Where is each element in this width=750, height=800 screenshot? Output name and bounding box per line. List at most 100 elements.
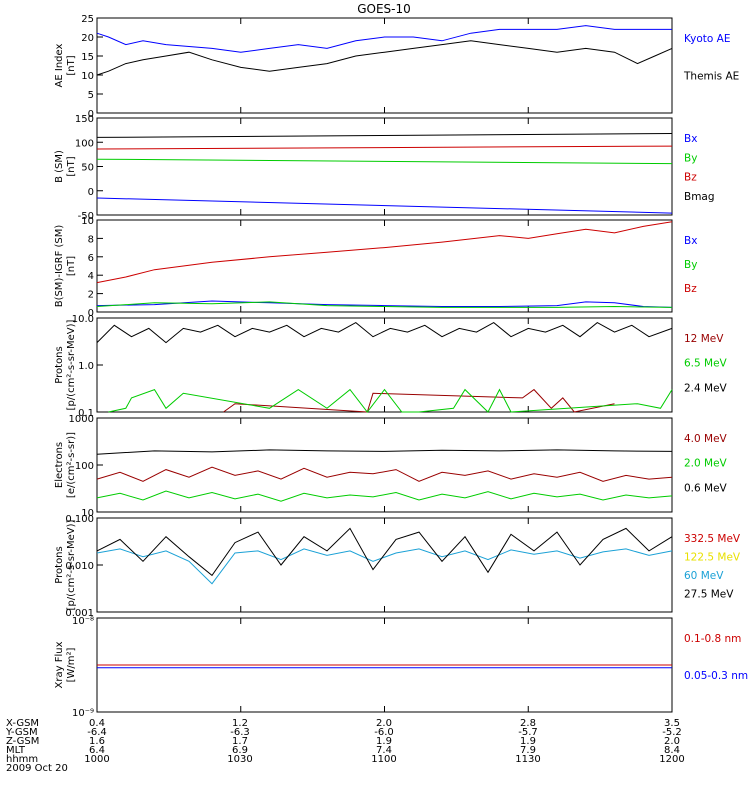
legend-label: Bx	[684, 235, 697, 247]
y-tick-label: 0	[88, 109, 94, 120]
y-axis-label: B (SM)	[54, 150, 65, 183]
legend-label: Bmag	[684, 191, 715, 203]
legend-label: Bx	[684, 133, 697, 145]
y-axis-unit: [p/(cm²-s-sr-MeV)]	[66, 319, 77, 410]
y-tick-label: 0.1	[78, 408, 94, 419]
legend-label: 60 MeV	[684, 570, 724, 582]
figure-title: GOES-10	[357, 2, 411, 16]
panel-protons2: 0.001 0.010 0.100 Protons [p/(cm²-s-sr-MeV)]…	[54, 514, 741, 619]
y-tick-label: 10⁻⁹	[72, 708, 94, 719]
series-line-bmag	[96, 133, 673, 138]
legend-label: 2.4 MeV	[684, 382, 728, 394]
y-tick-label: 10	[81, 508, 94, 519]
ephemeris-value: 1030	[227, 754, 252, 765]
y-tick-label: 20	[81, 33, 94, 44]
y-axis-label: Protons	[54, 346, 65, 383]
y-axis-unit: [nT]	[66, 256, 77, 276]
series-line-2-0-mev	[96, 490, 673, 502]
y-tick-label: 25	[81, 14, 94, 25]
y-axis-unit: [W/m²]	[66, 647, 77, 682]
series-line-4-0-mev	[96, 466, 673, 482]
ephemeris-value: 1100	[371, 754, 396, 765]
y-tick-label: 10	[81, 71, 94, 82]
legend-label: By	[684, 152, 697, 164]
y-tick-label: 100	[75, 461, 94, 472]
ephemeris-value: 1130	[515, 754, 540, 765]
ephemeris-value: 1.2	[232, 718, 248, 729]
ephemeris-row-label: 2009 Oct 20	[6, 763, 68, 774]
y-tick-label: 0	[88, 187, 94, 198]
panel-b: -50 0 50 100 150 B (SM) [nT] Bx By Bz Bmag	[54, 114, 715, 222]
legend-label: 0.1-0.8 nm	[684, 633, 741, 645]
series-line-60-mev	[96, 548, 673, 585]
y-tick-label: 8	[88, 234, 94, 245]
ephemeris-value: 2.0	[376, 718, 392, 729]
ephemeris-row-label: Z-GSM	[6, 736, 39, 747]
y-tick-label: 6	[88, 253, 94, 264]
ephemeris-value: 1200	[659, 754, 684, 765]
legend-label: Bz	[684, 283, 697, 295]
ephemeris-row-label: X-GSM	[6, 718, 39, 729]
y-axis-label: Electrons	[54, 442, 65, 488]
series-line-bz	[96, 221, 673, 284]
series-line-bx	[96, 300, 673, 308]
y-axis-unit: [nT]	[66, 55, 77, 75]
y-tick-label: 4	[88, 271, 94, 282]
ephemeris-value: 1.9	[520, 736, 536, 747]
ephemeris-value: 2.8	[520, 718, 536, 729]
legend-label: 2.0 MeV	[684, 458, 728, 470]
legend-label: 0.05-0.3 nm	[684, 670, 748, 682]
legend-label: Themis AE	[683, 71, 739, 83]
ephemeris-value: -6.0	[374, 727, 394, 738]
series-line-2-4-mev	[96, 321, 673, 344]
ephemeris-row-label: MLT	[6, 745, 26, 756]
ephemeris-value: -5.2	[662, 727, 682, 738]
panel-bdiff: 0 2 4 6 8 10 B(SM)-IGRF (SM) [nT] Bx By Bz	[54, 216, 697, 319]
series-line-6-5-mev	[108, 388, 673, 413]
y-tick-label: -50	[78, 211, 94, 222]
y-tick-label: 2	[88, 290, 94, 301]
series-line-bz	[96, 145, 673, 150]
y-tick-label: 150	[75, 114, 94, 125]
legend-label: 332.5 MeV	[684, 533, 741, 545]
y-tick-label: 15	[81, 52, 94, 63]
series-line-0-6-mev	[96, 449, 673, 455]
ephemeris-value: -6.3	[230, 727, 250, 738]
ephemeris-row-label: Y-GSM	[5, 727, 38, 738]
series-line-bx	[96, 197, 673, 214]
panel-frame	[96, 17, 673, 114]
ephemeris-row-label: hhmm	[6, 754, 38, 765]
y-tick-label: 0.100	[65, 514, 94, 525]
y-axis-unit: [p/(cm²-s-sr-MeV)]	[66, 519, 77, 610]
y-tick-label: 0.010	[65, 561, 94, 572]
series-line-12-mev	[223, 388, 615, 413]
ephemeris-value: 6.9	[232, 745, 248, 756]
series-line-by	[96, 158, 673, 165]
y-axis-label: Protons	[54, 546, 65, 583]
legend-label: Bz	[684, 172, 697, 184]
ephemeris-value: 0.4	[89, 718, 105, 729]
legend-label: 6.5 MeV	[684, 358, 728, 370]
ephemeris-value: 7.4	[376, 745, 392, 756]
ephemeris-value: 3.5	[664, 718, 680, 729]
y-axis-label: B(SM)-IGRF (SM)	[54, 225, 65, 308]
legend-label: 4.0 MeV	[684, 433, 728, 445]
legend-label: By	[684, 259, 697, 271]
y-axis-label: AE Index	[54, 43, 65, 87]
ephemeris-value: 1.9	[376, 736, 392, 747]
series-line-by	[96, 301, 673, 308]
y-tick-label: 5	[88, 90, 94, 101]
panel-electrons: 10 100 1000 Electrons [e/(cm²-s-sr)] 4.0 MeV 2…	[54, 414, 728, 519]
y-tick-label: 1000	[69, 414, 94, 425]
legend-label: 12 MeV	[684, 333, 724, 345]
y-tick-label: 50	[81, 163, 94, 174]
y-axis-label: Xray Flux	[54, 641, 65, 688]
ephemeris-value: -6.4	[87, 727, 107, 738]
legend-label: 122.5 MeV	[684, 552, 741, 564]
panel-frame	[96, 417, 673, 513]
ephemeris-value: 1.6	[89, 736, 105, 747]
y-tick-label: 100	[75, 138, 94, 149]
ephemeris-value: 1.7	[232, 736, 248, 747]
